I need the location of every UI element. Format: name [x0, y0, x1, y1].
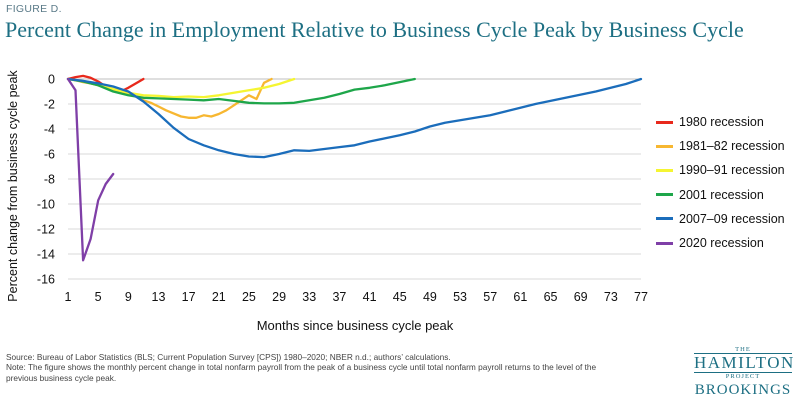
x-tick-label: 65 [544, 290, 558, 304]
legend-swatch [656, 144, 673, 148]
x-tick-label: 77 [634, 290, 648, 304]
series-line [66, 77, 416, 105]
y-axis-label: Percent change from business cycle peak [6, 70, 20, 302]
x-tick-label: 1 [65, 290, 72, 304]
y-tick-label: 0 [48, 73, 55, 87]
logo-project: PROJECT [725, 373, 761, 380]
x-axis-label: Months since business cycle peak [257, 318, 454, 333]
x-tick-label: 61 [513, 290, 527, 304]
y-tick-label: -10 [37, 198, 55, 212]
legend-item: 2007–09 recession [656, 207, 785, 231]
x-tick-label: 29 [272, 290, 286, 304]
x-tick-label: 17 [182, 290, 196, 304]
notes: Source: Bureau of Labor Statistics (BLS;… [6, 352, 626, 383]
legend-item: 2001 recession [656, 183, 785, 207]
y-tick-label: -4 [44, 123, 55, 137]
y-tick-label: -8 [44, 173, 55, 187]
x-tick-labels: 1 5 9 13 17 21 25 29 33 37 41 45 49 53 57 61 65 69 73 77 [65, 290, 648, 304]
series-line [66, 77, 296, 99]
legend-swatch [656, 217, 673, 221]
legend-swatch [656, 193, 673, 197]
y-tick-label: -6 [44, 148, 55, 162]
x-tick-label: 73 [604, 290, 618, 304]
figure-label: FIGURE D. [6, 3, 62, 15]
legend-swatch [656, 168, 673, 172]
y-tick-label: -2 [44, 98, 55, 112]
legend-swatch [656, 241, 673, 245]
x-tick-label: 13 [152, 290, 166, 304]
gridlines [68, 78, 641, 280]
legend-label: 1981–82 recession [679, 139, 785, 154]
y-tick-label: -16 [37, 273, 55, 287]
series-line [66, 77, 115, 262]
line-chart: 0 -2 -4 -6 -8 -10 -12 -14 -16 1 5 9 13 17 21 25 29 33 37 4… [6, 70, 648, 333]
x-tick-label: 9 [125, 290, 132, 304]
methodology-note: Note: The figure shows the monthly perce… [6, 362, 597, 383]
series-lines [66, 74, 643, 262]
y-tick-labels: 0 -2 -4 -6 -8 -10 -12 -14 -16 [37, 73, 55, 287]
legend-label: 1990–91 recession [679, 163, 785, 178]
x-tick-label: 33 [302, 290, 316, 304]
legend-item: 1981–82 recession [656, 134, 785, 158]
x-tick-label: 69 [574, 290, 588, 304]
logo-the: THE [735, 346, 751, 353]
y-tick-label: -14 [37, 248, 55, 262]
source-note: Source: Bureau of Labor Statistics (BLS;… [6, 352, 451, 362]
x-tick-label: 25 [242, 290, 256, 304]
y-tick-label: -12 [37, 223, 55, 237]
legend-swatch [656, 120, 673, 124]
legend-label: 2020 recession [679, 236, 764, 251]
legend-item: 2020 recession [656, 231, 785, 255]
x-tick-label: 37 [332, 290, 346, 304]
x-tick-label: 21 [212, 290, 226, 304]
legend-item: 1990–91 recession [656, 158, 785, 182]
legend-label: 1980 recession [679, 115, 764, 130]
x-tick-label: 45 [393, 290, 407, 304]
legend-label: 2001 recession [679, 187, 764, 202]
logo-hamilton: HAMILTON [694, 353, 795, 373]
x-tick-label: 57 [483, 290, 497, 304]
legend-label: 2007–09 recession [679, 211, 785, 226]
x-tick-label: 53 [453, 290, 467, 304]
legend-item: 1980 recession [656, 110, 785, 134]
x-tick-label: 41 [363, 290, 377, 304]
hamilton-brookings-logo: THE HAMILTON PROJECT BROOKINGS [690, 346, 796, 399]
x-tick-label: 49 [423, 290, 437, 304]
x-tick-label: 5 [95, 290, 102, 304]
series-line [66, 77, 643, 159]
figure-title: Percent Change in Employment Relative to… [5, 17, 744, 42]
legend: 1980 recession 1981–82 recession 1990–91 r… [656, 110, 785, 255]
logo-brookings: BROOKINGS [694, 382, 792, 398]
